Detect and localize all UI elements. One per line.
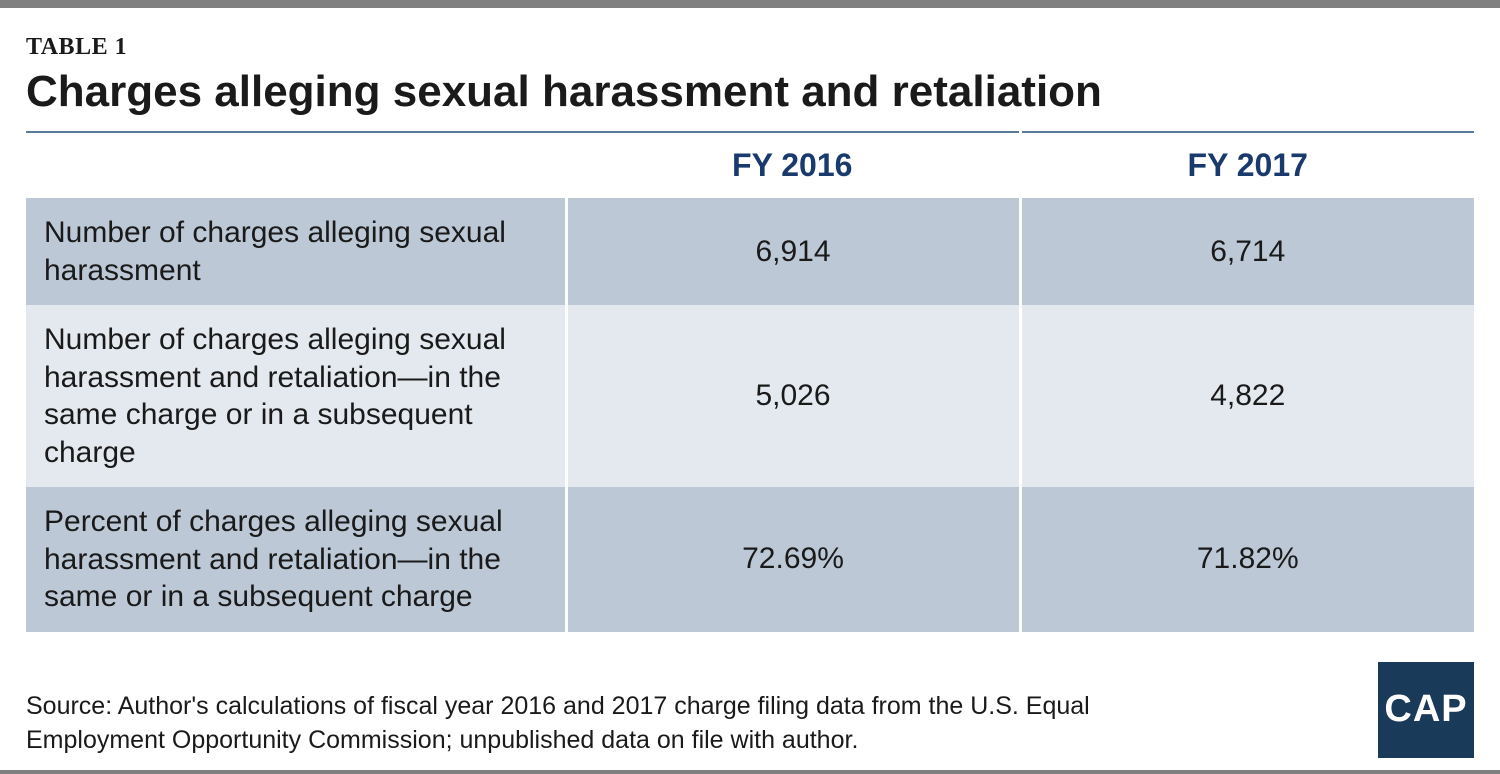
cell-value: 4,822 bbox=[1020, 305, 1474, 487]
row-header: Number of charges alleging sexual harass… bbox=[26, 198, 566, 305]
table-row: Number of charges alleging sexual harass… bbox=[26, 198, 1474, 305]
row-header: Percent of charges alleging sexual haras… bbox=[26, 487, 566, 632]
col-header: FY 2017 bbox=[1020, 132, 1474, 198]
col-header: FY 2016 bbox=[566, 132, 1020, 198]
cell-value: 6,914 bbox=[566, 198, 1020, 305]
table-row: Number of charges alleging sexual harass… bbox=[26, 305, 1474, 487]
table-corner-cell bbox=[26, 132, 566, 198]
cap-logo: CAP bbox=[1378, 662, 1474, 758]
table-header-row: FY 2016 FY 2017 bbox=[26, 132, 1474, 198]
source-note: Source: Author's calculations of fiscal … bbox=[26, 690, 1146, 758]
cell-value: 5,026 bbox=[566, 305, 1020, 487]
cell-value: 72.69% bbox=[566, 487, 1020, 632]
cell-value: 6,714 bbox=[1020, 198, 1474, 305]
row-header: Number of charges alleging sexual harass… bbox=[26, 305, 566, 487]
table-label: TABLE 1 bbox=[26, 34, 1474, 61]
cell-value: 71.82% bbox=[1020, 487, 1474, 632]
figure-footer: Source: Author's calculations of fiscal … bbox=[26, 662, 1474, 758]
table-row: Percent of charges alleging sexual haras… bbox=[26, 487, 1474, 632]
data-table: FY 2016 FY 2017 Number of charges allegi… bbox=[26, 131, 1474, 632]
table-title: Charges alleging sexual harassment and r… bbox=[26, 67, 1474, 117]
table-figure: TABLE 1 Charges alleging sexual harassme… bbox=[0, 0, 1500, 774]
